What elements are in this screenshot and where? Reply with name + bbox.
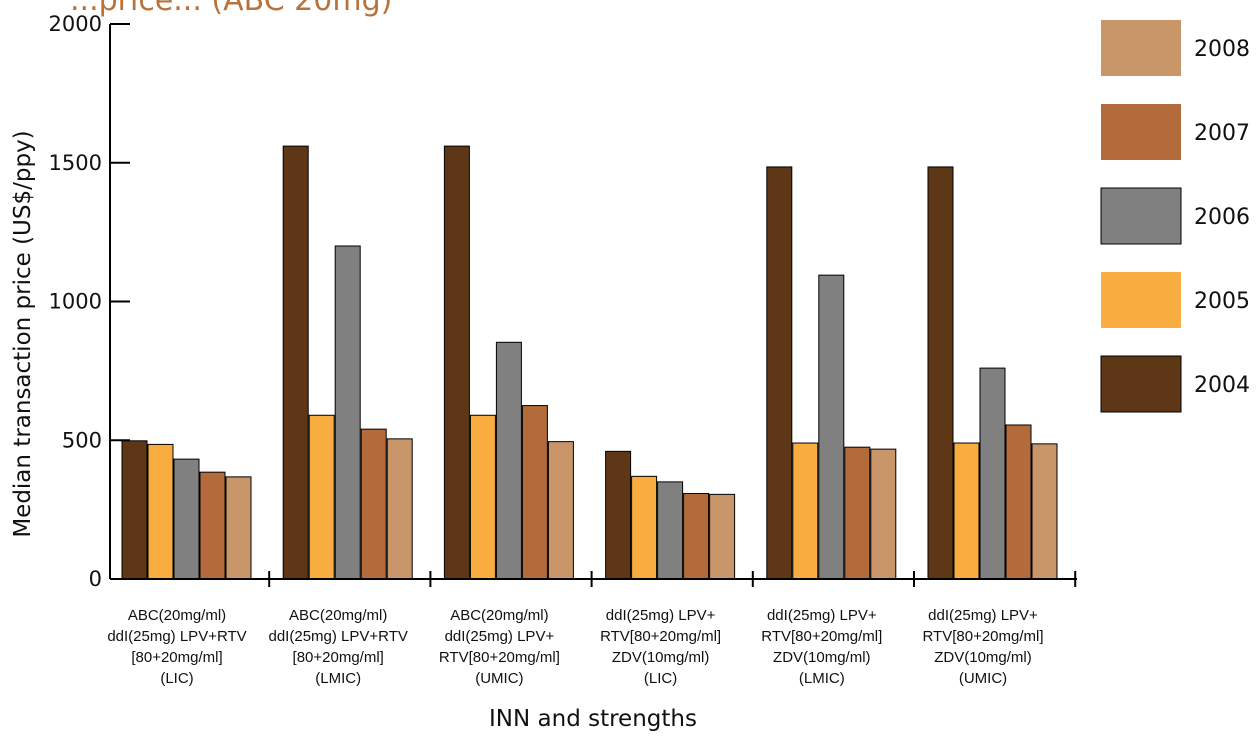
bar-2005-group-6 xyxy=(953,442,980,580)
bar-2006-group-6 xyxy=(979,367,1006,580)
legend-label-2006: 2006 xyxy=(1194,205,1250,230)
legend-swatch-2005 xyxy=(1101,272,1181,328)
x-category-label-2: ABC(20mg/ml) ddI(25mg) LPV+RTV [80+20mg/ml… xyxy=(269,607,408,687)
legend-label-2005: 2005 xyxy=(1194,289,1250,314)
bar-2008-group-5 xyxy=(870,448,897,580)
bar-2007-group-6 xyxy=(1005,424,1032,580)
y-axis-title: Median transaction price (US$/ppy) xyxy=(10,130,36,537)
legend: 2008 2007 2006 2005 2004 xyxy=(1100,20,1250,413)
bars-layer xyxy=(121,145,1058,580)
bar-2005-group-4 xyxy=(631,475,658,580)
legend-swatch-2006 xyxy=(1100,187,1182,245)
y-tick-label-500: 500 xyxy=(62,428,102,452)
bar-2006-group-1 xyxy=(173,458,200,580)
bar-2006-group-5 xyxy=(818,274,845,580)
bar-2004-group-5 xyxy=(766,166,793,580)
bar-2005-group-2 xyxy=(308,414,335,580)
legend-swatch-2007 xyxy=(1101,104,1181,160)
bar-2007-group-3 xyxy=(521,405,548,580)
axes-layer: 0 500 1000 1500 2000 ABC(20mg/ml) ddI(25mg) LP… xyxy=(49,12,1077,687)
bar-2007-group-2 xyxy=(360,428,387,580)
bar-2007-group-4 xyxy=(683,493,710,580)
bar-2008-group-3 xyxy=(547,441,574,580)
bar-2006-group-2 xyxy=(334,245,361,580)
bar-2004-group-1 xyxy=(121,440,148,580)
x-category-label-1: ABC(20mg/ml) ddI(25mg) LPV+RTV [80+20mg/ml… xyxy=(107,607,246,687)
bar-2008-group-2 xyxy=(386,438,413,580)
y-tick-label-2000: 2000 xyxy=(49,12,102,36)
bar-2005-group-5 xyxy=(792,442,819,580)
x-category-label-6: ddI(25mg) LPV+ RTV[80+20mg/ml] ZDV(10mg/ml… xyxy=(922,607,1043,687)
legend-label-2008: 2008 xyxy=(1194,37,1250,62)
legend-label-2004: 2004 xyxy=(1194,373,1250,398)
legend-swatch-2008 xyxy=(1101,20,1181,76)
y-tick-label-0: 0 xyxy=(89,567,102,591)
bar-2008-group-1 xyxy=(225,476,252,580)
bar-2004-group-2 xyxy=(282,145,309,580)
x-category-label-5: ddI(25mg) LPV+ RTV[80+20mg/ml] ZDV(10mg/ml… xyxy=(761,607,882,687)
bar-2008-group-4 xyxy=(709,493,736,580)
bar-2006-group-3 xyxy=(495,341,522,580)
bar-2008-group-6 xyxy=(1031,443,1058,580)
x-axis-title: INN and strengths xyxy=(489,706,697,732)
title-fragment: ...price... (ABC 20mg) xyxy=(70,0,392,18)
bar-2004-group-3 xyxy=(443,145,470,580)
x-category-label-4: ddI(25mg) LPV+ RTV[80+20mg/ml] ZDV(10mg/ml… xyxy=(600,607,721,687)
bar-2005-group-1 xyxy=(147,443,174,580)
bar-2004-group-6 xyxy=(927,166,954,580)
y-tick-label-1500: 1500 xyxy=(49,151,102,175)
bar-2004-group-4 xyxy=(605,450,632,580)
bar-2006-group-4 xyxy=(657,481,684,580)
y-tick-label-1000: 1000 xyxy=(49,290,102,314)
bar-2007-group-5 xyxy=(844,446,871,580)
x-category-label-3: ABC(20mg/ml) ddI(25mg) LPV+ RTV[80+20mg/ml… xyxy=(439,607,560,687)
legend-label-2007: 2007 xyxy=(1194,121,1250,146)
bar-2007-group-1 xyxy=(199,471,226,580)
bar-2005-group-3 xyxy=(469,414,496,580)
legend-swatch-2004 xyxy=(1100,355,1182,413)
